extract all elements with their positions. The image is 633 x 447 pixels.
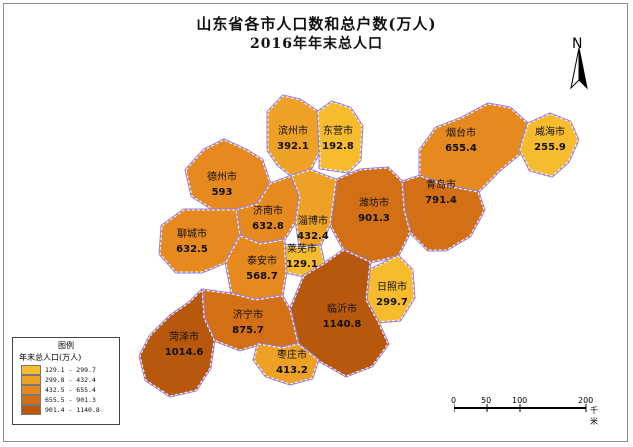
city-name-label: 青岛市 [426, 178, 456, 191]
city-region [267, 95, 321, 177]
city-region [519, 113, 579, 177]
city-name-label: 临沂市 [327, 302, 357, 315]
scale-tick: 0 [451, 396, 457, 405]
city-name-label: 德州市 [207, 170, 237, 183]
legend-swatch [21, 395, 41, 405]
city-value-label: 875.7 [232, 325, 264, 336]
city-name-label: 聊城市 [177, 227, 207, 240]
legend-range-label: 901.4 - 1140.8 [45, 406, 100, 414]
city-region [317, 101, 363, 173]
city-value-label: 1140.8 [323, 319, 362, 330]
legend-row: 901.4 - 1140.8 [21, 405, 119, 415]
city-value-label: 901.3 [358, 213, 390, 224]
legend-row: 129.1 - 299.7 [21, 365, 119, 375]
city-name-label: 莱芜市 [287, 242, 317, 255]
legend-range-label: 655.5 - 901.3 [45, 396, 96, 404]
legend-swatch [21, 375, 41, 385]
legend-row: 655.5 - 901.3 [21, 395, 119, 405]
city-region [329, 167, 411, 263]
city-region [253, 343, 319, 385]
scale-tick: 50 [481, 396, 492, 405]
legend: 图例 年末总人口(万人) 129.1 - 299.7 299.8 - 432.4 4… [12, 337, 120, 425]
city-value-label: 655.4 [445, 143, 477, 154]
legend-range-label: 432.5 - 655.4 [45, 386, 96, 394]
legend-row: 299.8 - 432.4 [21, 375, 119, 385]
city-value-label: 413.2 [276, 365, 308, 376]
city-value-label: 593 [212, 187, 233, 198]
city-value-label: 255.9 [534, 142, 566, 153]
city-name-label: 济宁市 [233, 308, 263, 321]
legend-swatch [21, 365, 41, 375]
north-arrow-icon [570, 47, 588, 90]
city-value-label: 568.7 [246, 271, 278, 282]
city-value-label: 432.4 [297, 231, 329, 242]
city-region [225, 235, 287, 301]
legend-range-label: 129.1 - 299.7 [45, 366, 96, 374]
city-name-label: 枣庄市 [277, 348, 307, 361]
legend-swatch [21, 405, 41, 415]
city-value-label: 299.7 [376, 297, 408, 308]
city-name-label: 菏泽市 [169, 330, 199, 343]
scale-unit: 千米 [590, 406, 598, 426]
legend-row: 432.5 - 655.4 [21, 385, 119, 395]
city-value-label: 632.8 [252, 221, 284, 232]
map-subtitle: 2016年年末总人口 [250, 36, 383, 52]
city-region [139, 289, 215, 397]
city-value-label: 392.1 [277, 141, 309, 152]
city-name-label: 日照市 [377, 280, 407, 293]
legend-swatch [21, 385, 41, 395]
map-frame [3, 3, 628, 442]
legend-subtitle: 年末总人口(万人) [19, 353, 82, 362]
city-name-label: 东营市 [323, 124, 353, 137]
scale-tick: 200 [578, 396, 594, 405]
legend-range-label: 299.8 - 432.4 [45, 376, 96, 384]
city-value-label: 632.5 [176, 244, 208, 255]
scale-tick: 100 [512, 396, 528, 405]
city-value-label: 192.8 [322, 141, 354, 152]
city-name-label: 济南市 [253, 204, 283, 217]
city-region [235, 175, 301, 245]
city-name-label: 烟台市 [446, 126, 476, 139]
legend-title: 图例 [58, 341, 74, 350]
city-name-label: 淄博市 [298, 214, 328, 227]
city-name-label: 潍坊市 [359, 196, 389, 209]
city-name-label: 威海市 [535, 125, 565, 138]
city-value-label: 129.1 [286, 259, 318, 270]
city-name-label: 滨州市 [278, 124, 308, 137]
city-name-label: 泰安市 [247, 254, 277, 267]
city-value-label: 791.4 [425, 195, 457, 206]
city-value-label: 1014.6 [165, 347, 204, 358]
map-title: 山东省各市人口数和总户数(万人) [196, 15, 437, 33]
north-label: N [572, 36, 583, 52]
